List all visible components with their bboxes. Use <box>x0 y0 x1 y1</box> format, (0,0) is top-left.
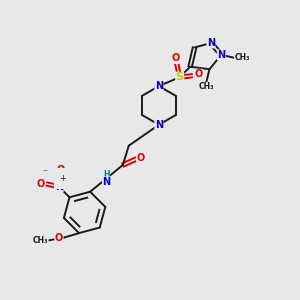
Text: N: N <box>102 177 111 187</box>
Text: N: N <box>155 81 163 91</box>
Text: O: O <box>136 153 145 163</box>
Text: O: O <box>171 53 179 64</box>
Text: N: N <box>155 120 163 130</box>
Text: O: O <box>56 165 65 175</box>
Text: H: H <box>103 170 110 179</box>
Text: N: N <box>207 38 215 48</box>
Text: S: S <box>176 72 184 82</box>
Text: O: O <box>37 179 45 189</box>
Text: N: N <box>217 50 225 60</box>
Text: CH₃: CH₃ <box>234 53 250 62</box>
Text: ⁻: ⁻ <box>43 169 48 178</box>
Text: +: + <box>59 174 66 183</box>
Text: CH₃: CH₃ <box>199 82 214 91</box>
Text: N: N <box>55 182 63 192</box>
Text: CH₃: CH₃ <box>33 236 48 245</box>
Text: O: O <box>55 232 63 242</box>
Text: O: O <box>194 69 202 79</box>
